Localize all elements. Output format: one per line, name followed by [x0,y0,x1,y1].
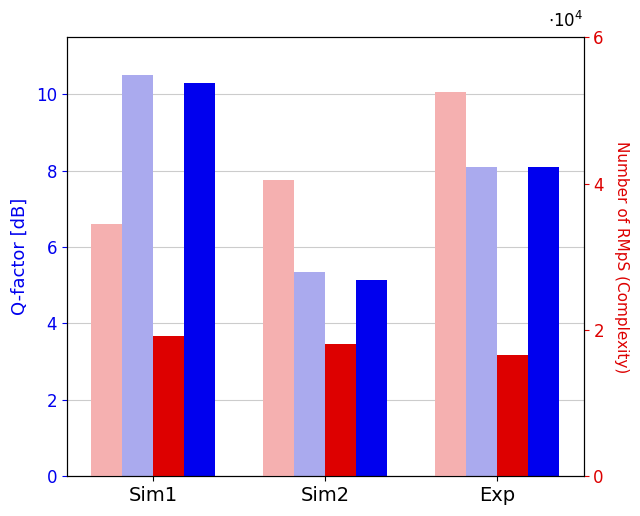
Bar [325,345,356,476]
Y-axis label: Q-factor [dB]: Q-factor [dB] [11,198,29,315]
Bar [91,224,122,476]
Bar [122,75,153,476]
Bar [153,336,184,476]
Bar [497,356,529,476]
Bar [435,92,467,476]
Bar [263,180,294,476]
Bar [184,83,215,476]
Text: $\cdot10^4$: $\cdot10^4$ [548,10,584,30]
Y-axis label: Number of RMpS (Complexity): Number of RMpS (Complexity) [614,140,629,373]
Bar [294,272,325,476]
Bar [356,280,387,476]
Bar [467,167,497,476]
Bar [529,167,559,476]
